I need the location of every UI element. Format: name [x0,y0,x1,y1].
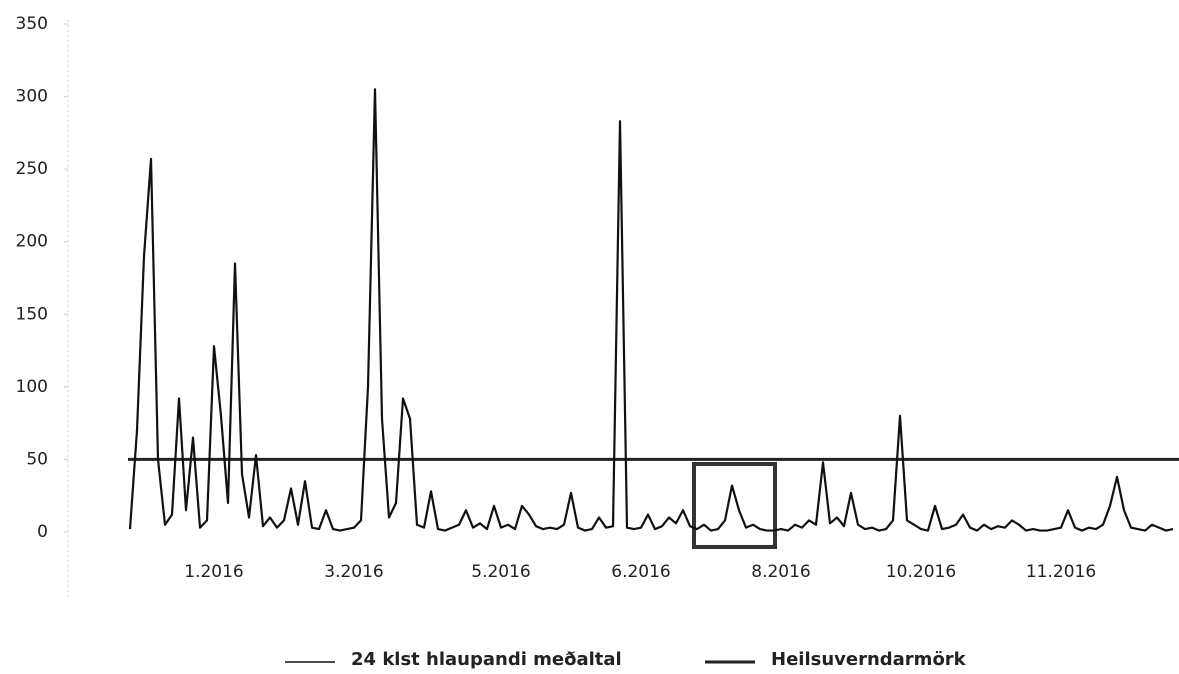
x-tick-label: 1.2016 [184,562,243,582]
y-tick-label: 100 [16,377,48,397]
x-tick-label: 6.2016 [611,562,670,582]
y-tick-label: 250 [16,159,48,179]
legend: 24 klst hlaupandi meðaltal Heilsuverndarm… [285,649,967,670]
x-tick-label: 10.2016 [886,562,956,582]
y-tick-label: 200 [16,232,48,252]
highlight-box [692,462,777,549]
y-tick-label: 150 [16,304,48,324]
data-line [128,88,1174,532]
y-tick-label: 50 [26,449,48,469]
y-tick-label: 300 [16,87,48,107]
legend-label: Heilsuverndarmörk [771,649,967,670]
x-tick-label: 11.2016 [1026,562,1096,582]
y-tick-label: 0 [37,522,48,542]
x-tick-label: 3.2016 [324,562,383,582]
x-tick-label: 5.2016 [471,562,530,582]
y-tick-label: 350 [16,14,48,34]
legend-label: 24 klst hlaupandi meðaltal [351,649,622,670]
x-tick-label: 8.2016 [751,562,810,582]
